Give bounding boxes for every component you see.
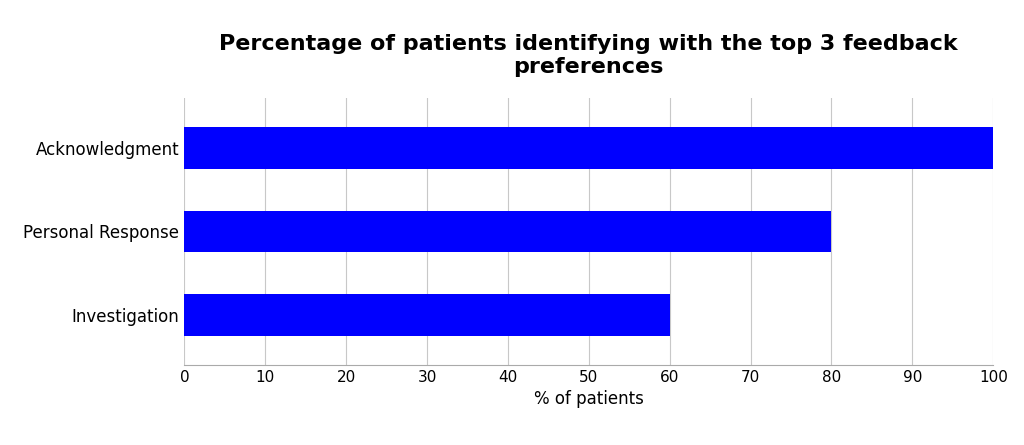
Title: Percentage of patients identifying with the top 3 feedback
preferences: Percentage of patients identifying with … <box>219 34 958 77</box>
X-axis label: % of patients: % of patients <box>534 390 644 409</box>
Bar <box>184 127 993 169</box>
Bar <box>184 210 831 252</box>
Bar <box>184 294 670 336</box>
